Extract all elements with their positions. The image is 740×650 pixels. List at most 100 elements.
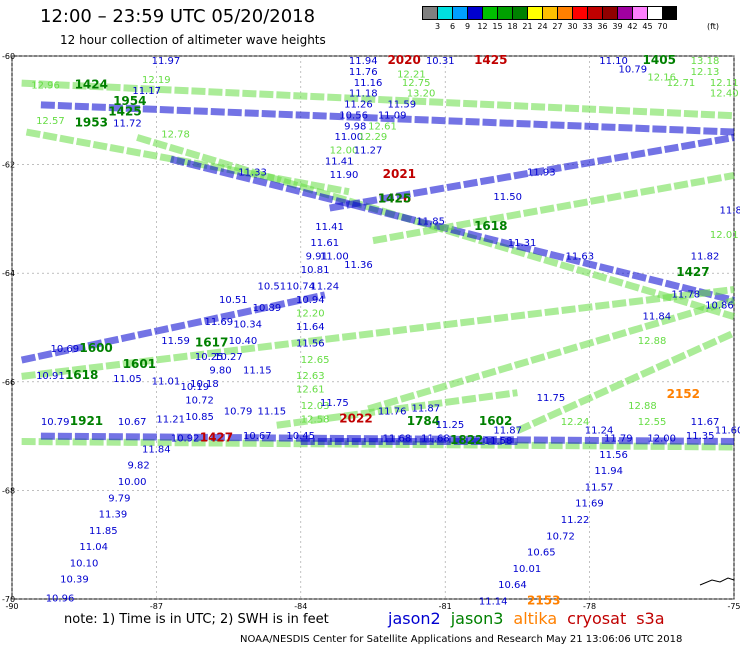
- data-label: 10.25: [195, 352, 224, 363]
- data-label: 10.34: [233, 320, 262, 331]
- data-label: 10.56: [339, 110, 368, 121]
- colorbar-label: 39: [612, 22, 623, 31]
- data-label: 1953: [75, 116, 108, 130]
- data-label: 1424: [75, 78, 108, 92]
- x-tick-label: -84: [294, 602, 307, 611]
- data-label: 12.29: [359, 132, 388, 143]
- data-label: 11.00: [334, 132, 363, 143]
- data-label: 10.01: [513, 564, 542, 575]
- colorbar-swatch: [617, 6, 632, 20]
- data-label: 11.75: [537, 393, 566, 404]
- data-label: 11.69: [575, 499, 604, 510]
- colorbar-swatch: [497, 6, 512, 20]
- y-tick-label: -64: [2, 269, 15, 278]
- data-label: 12.40: [710, 89, 739, 100]
- data-label: 11.25: [436, 420, 465, 431]
- data-label: 2152: [667, 387, 700, 401]
- data-label: 10.91: [36, 371, 65, 382]
- y-tick-label: -68: [2, 486, 15, 495]
- track-line: [372, 172, 735, 245]
- data-label: 11.58: [484, 436, 513, 447]
- data-label: 11.24: [310, 281, 339, 292]
- data-label: 12.57: [36, 116, 65, 127]
- colorbar-unit: (ft): [707, 22, 720, 31]
- x-tick-label: -78: [583, 602, 596, 611]
- data-label: 11.18: [349, 89, 378, 100]
- data-label: 10.27: [214, 352, 243, 363]
- data-label: 11.94: [349, 56, 378, 67]
- data-label: 1954: [113, 94, 146, 108]
- data-label: 9.82: [128, 461, 150, 472]
- data-label: 11.27: [354, 146, 383, 157]
- data-label: 10.67: [243, 431, 272, 442]
- data-label: 12.61: [368, 121, 397, 132]
- x-tick-label: -90: [5, 602, 18, 611]
- data-label: 10.79: [224, 406, 253, 417]
- data-label: 9.79: [108, 493, 130, 504]
- data-label: 11.76: [349, 67, 378, 78]
- data-label: 1601: [123, 357, 156, 371]
- data-label: 10.92: [171, 434, 200, 445]
- data-label: 11.04: [79, 542, 108, 553]
- data-label: 11.59: [387, 100, 416, 111]
- colorbar-swatch: [542, 6, 557, 20]
- data-label: 12.00: [330, 146, 359, 157]
- data-label: 11.75: [320, 398, 349, 409]
- data-label: 11.01: [152, 377, 181, 388]
- data-label: 11.41: [325, 157, 354, 168]
- data-label: 1427: [200, 431, 233, 445]
- data-label: 11.85: [416, 216, 445, 227]
- colorbar-swatch: [572, 6, 587, 20]
- data-label: 12.19: [142, 75, 171, 86]
- data-label: 11.00: [320, 252, 349, 263]
- data-label: 10.69: [51, 344, 80, 355]
- data-label: 10.64: [498, 580, 527, 591]
- colorbar-swatch: [482, 6, 497, 20]
- data-label: 12.78: [161, 129, 190, 140]
- colorbar-swatch: [437, 6, 452, 20]
- colorbar-labels: 3 6 9 12 15 18 21 24 27 30 33 36 39 42 45 70: [422, 22, 670, 31]
- data-label: 2021: [383, 167, 416, 181]
- data-label: 12.58: [301, 415, 330, 426]
- data-label: 11.78: [671, 290, 700, 301]
- track-line: [329, 134, 735, 212]
- data-label: 10.18: [190, 379, 219, 390]
- colorbar-label: 15: [492, 22, 503, 31]
- colorbar-swatch: [587, 6, 602, 20]
- data-label: 12.61: [296, 385, 325, 396]
- chart-subtitle: 12 hour collection of altimeter wave hei…: [60, 33, 326, 47]
- data-label: 10.94: [296, 295, 325, 306]
- data-label: 11.68: [421, 434, 450, 445]
- y-tick-label: -70: [2, 595, 15, 604]
- data-label: 11.15: [243, 366, 272, 377]
- data-label: 12.01: [710, 230, 739, 241]
- data-label: 12.24: [561, 417, 590, 428]
- data-label: 1784: [407, 414, 440, 428]
- data-label: 10.39: [60, 575, 89, 586]
- data-label: 11.63: [566, 252, 595, 263]
- data-label: 12.20: [296, 309, 325, 320]
- data-label: 12.75: [402, 78, 431, 89]
- colorbar-swatch: [647, 6, 662, 20]
- colorbar-label: 18: [507, 22, 518, 31]
- data-label: 11.24: [585, 425, 614, 436]
- data-label: 10.00: [118, 477, 147, 488]
- data-label: 10.19: [180, 382, 209, 393]
- data-label: 11.72: [113, 119, 142, 130]
- data-label: 1618: [65, 368, 98, 382]
- data-label: 10.40: [229, 336, 258, 347]
- data-label: 11.80: [720, 205, 740, 216]
- data-label: 11.68: [383, 434, 412, 445]
- data-label: 10.86: [705, 300, 734, 311]
- data-label: 11.39: [99, 510, 128, 521]
- data-label: 12.00: [647, 434, 676, 445]
- data-label: 11.35: [686, 431, 715, 442]
- track-line: [21, 286, 735, 380]
- colorbar-swatch: [452, 6, 467, 20]
- data-label: 11.14: [479, 596, 508, 607]
- data-label: 12.71: [667, 78, 696, 89]
- data-label: 11.21: [156, 415, 185, 426]
- colorbar-label: 21: [522, 22, 533, 31]
- data-label: 13.20: [407, 89, 436, 100]
- data-label: 12.21: [397, 70, 426, 81]
